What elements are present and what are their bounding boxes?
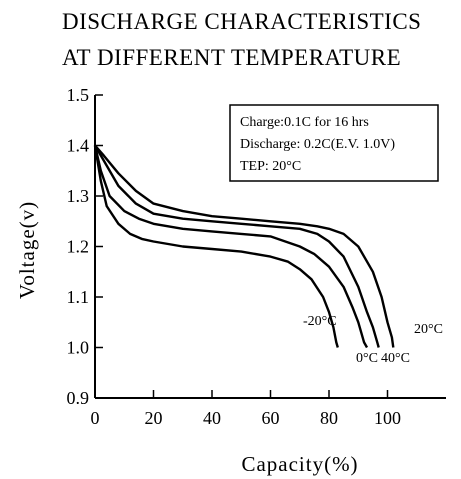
series-label-0c: 0°C <box>356 351 378 366</box>
x-tick-label-3: 60 <box>262 408 280 428</box>
x-tick-label-2: 40 <box>203 408 221 428</box>
x-tick-label-4: 80 <box>320 408 338 428</box>
y-tick-label-5: 1.4 <box>67 136 90 156</box>
series-label-20c: 20°C <box>414 322 443 337</box>
series-label-40c: 40°C <box>381 351 410 366</box>
series-line-1 <box>93 144 380 348</box>
y-tick-label-6: 1.5 <box>67 85 90 105</box>
y-tick-label-1: 1.0 <box>67 338 90 358</box>
series-label-minus-20c: -20°C <box>303 314 337 329</box>
annotation-charge: Charge:0.1C for 16 hrs <box>240 115 369 130</box>
annotation-temperature: TEP: 20°C <box>240 159 301 174</box>
chart-title-line-2: AT DIFFERENT TEMPERATURE <box>62 45 401 70</box>
y-tick-label-4: 1.3 <box>67 186 90 206</box>
x-tick-label-0: 0 <box>91 408 100 428</box>
y-tick-label-2: 1.1 <box>67 287 90 307</box>
annotation-box: Charge:0.1C for 16 hrs Discharge: 0.2C(E… <box>229 104 439 182</box>
chart-title-line-1: DISCHARGE CHARACTERISTICS <box>62 9 421 34</box>
x-tick-label-5: 100 <box>374 408 401 428</box>
x-axis-label: Capacity(%) <box>241 452 358 476</box>
annotation-discharge: Discharge: 0.2C(E.V. 1.0V) <box>240 137 395 152</box>
series-line-3 <box>93 145 339 348</box>
y-tick-label-3: 1.2 <box>67 237 90 257</box>
series-line-2 <box>93 145 369 349</box>
y-tick-label-0: 0.9 <box>67 388 90 408</box>
y-axis-label: Voltage(v) <box>15 201 39 299</box>
x-tick-label-1: 20 <box>145 408 163 428</box>
series-line-0 <box>94 144 395 348</box>
plot-area: 0.9 1.0 1.1 1.2 1.3 1.4 1.5 0 20 40 60 80 100 <box>67 85 446 428</box>
